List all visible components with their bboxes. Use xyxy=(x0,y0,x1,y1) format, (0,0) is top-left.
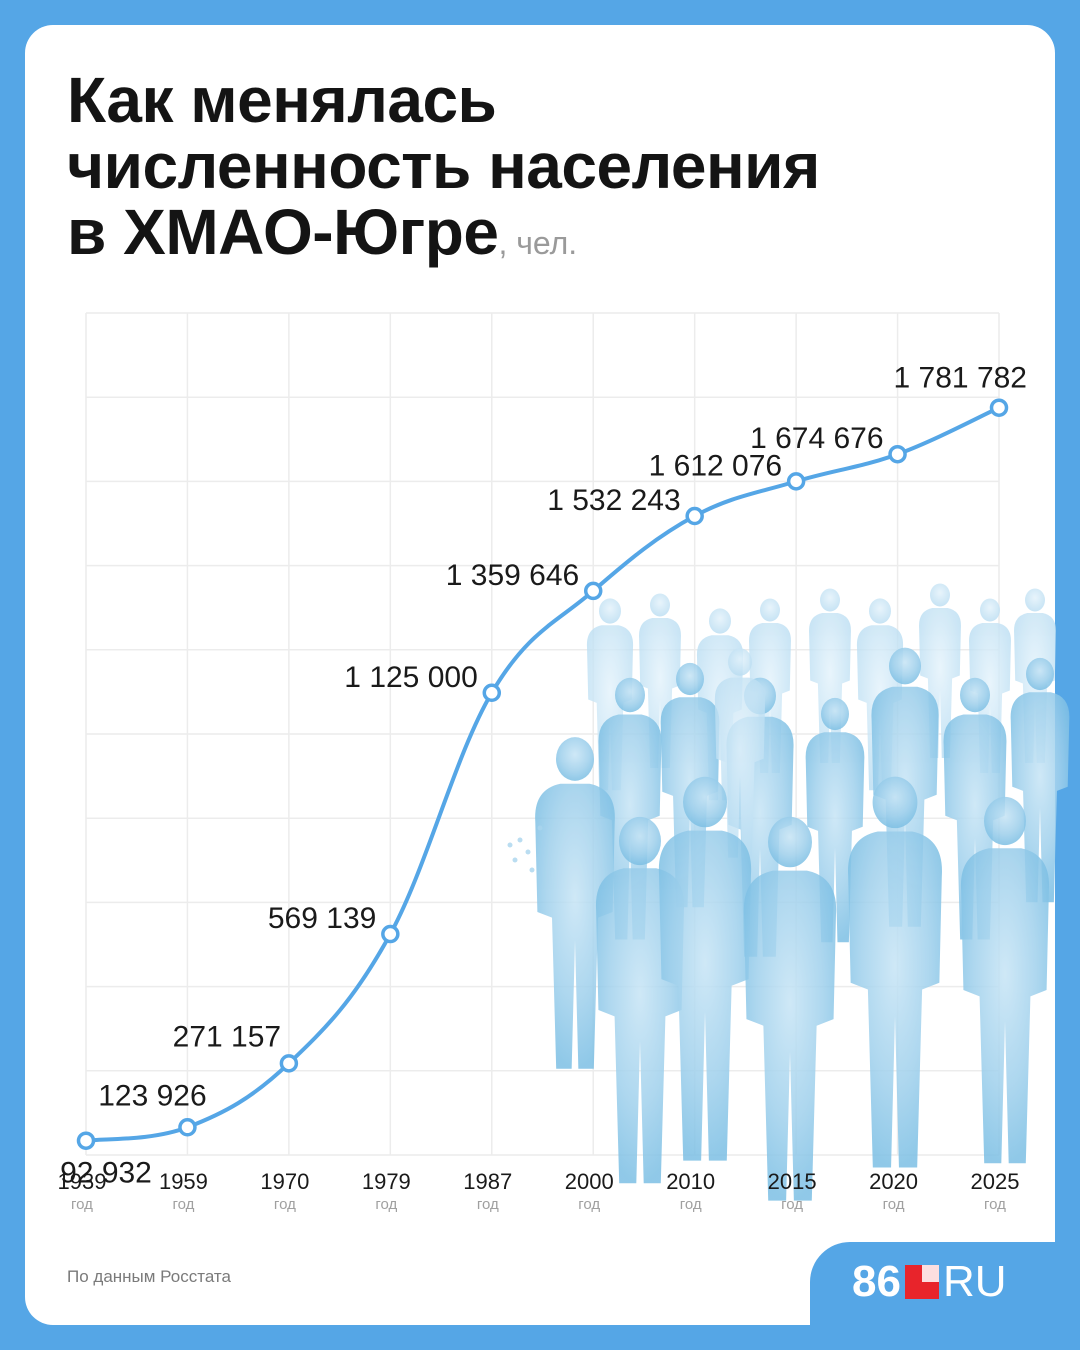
data-point-2015 xyxy=(786,472,806,491)
x-tick-1939: 1939 xyxy=(58,1169,107,1194)
logo-tab xyxy=(810,1242,1080,1350)
x-tick-1979: 1979 xyxy=(362,1169,411,1194)
x-tick-2010: 2010 xyxy=(666,1169,715,1194)
paint-speckle xyxy=(512,857,518,863)
data-label-1959: 123 926 xyxy=(98,1079,206,1112)
x-tick-2020: 2020 xyxy=(869,1169,918,1194)
x-tick-unit: год xyxy=(680,1196,702,1213)
x-tick-unit: год xyxy=(375,1196,397,1213)
data-point-1987 xyxy=(482,683,502,703)
data-label-2000: 1 359 646 xyxy=(446,559,579,592)
data-point-1939 xyxy=(76,1131,96,1150)
logo-number: 86 xyxy=(852,1257,901,1306)
data-label-1939: 92 932 xyxy=(60,1157,152,1190)
paint-speckle xyxy=(517,837,523,843)
paint-speckle xyxy=(537,825,543,831)
x-tick-2025: 2025 xyxy=(971,1169,1020,1194)
paint-speckle xyxy=(507,842,513,848)
data-labels: 92 932 123 926 271 157 569 139 1 125 000 1 35… xyxy=(60,362,1027,1190)
person-silhouette xyxy=(535,737,615,1069)
x-tick-1987: 1987 xyxy=(463,1169,512,1194)
x-tick-1959: 1959 xyxy=(159,1169,208,1194)
data-label-2020: 1 674 676 xyxy=(750,422,883,455)
data-label-2025: 1 781 782 xyxy=(894,362,1027,395)
x-axis-labels: 1939 год 1959 год 1970 год 1979 год 1987 год 2000 г… xyxy=(58,1169,1020,1213)
data-point-2010 xyxy=(685,506,704,526)
data-label-1987: 1 125 000 xyxy=(344,661,477,694)
x-tick-2015: 2015 xyxy=(768,1169,817,1194)
x-tick-unit: год xyxy=(578,1196,600,1213)
population-series-line xyxy=(84,405,1001,1143)
data-point-1979 xyxy=(381,924,400,944)
title-unit: , чел. xyxy=(498,225,578,261)
brand-logo[interactable]: 86 RU xyxy=(852,1257,1007,1307)
title-line-3: в ХМАО-Югре, чел. xyxy=(67,199,967,276)
crowd-illustration xyxy=(507,583,1070,1201)
paint-speckle xyxy=(529,867,535,873)
data-point-2025 xyxy=(989,398,1009,417)
data-point-1959 xyxy=(178,1118,197,1137)
logo-square-icon xyxy=(904,1265,939,1299)
x-tick-unit: год xyxy=(984,1196,1006,1213)
source-note: По данным Росстата xyxy=(67,1267,231,1286)
person-silhouette xyxy=(960,796,1050,1164)
data-label-2015: 1 612 076 xyxy=(649,449,782,482)
x-tick-unit: год xyxy=(781,1196,803,1213)
title-line-3-text: в ХМАО-Югре xyxy=(67,196,499,268)
x-tick-2000: 2000 xyxy=(565,1169,614,1194)
logo-suffix: RU xyxy=(942,1257,1007,1306)
person-silhouette xyxy=(658,776,752,1161)
data-point-2020 xyxy=(888,444,907,464)
person-silhouette xyxy=(714,648,766,858)
data-label-1979: 569 139 xyxy=(268,902,376,935)
x-tick-unit: год xyxy=(274,1196,296,1213)
x-tick-unit: год xyxy=(71,1196,93,1213)
series-line xyxy=(84,405,1001,1143)
data-point-2000 xyxy=(583,581,603,601)
data-label-2010: 1 532 243 xyxy=(547,484,680,517)
x-tick-1970: 1970 xyxy=(260,1169,309,1194)
paint-speckle xyxy=(525,849,531,855)
x-tick-unit: год xyxy=(477,1196,499,1213)
x-tick-unit: год xyxy=(883,1196,905,1213)
person-silhouette xyxy=(848,776,942,1168)
data-label-1970: 271 157 xyxy=(173,1020,281,1053)
person-silhouette xyxy=(743,816,837,1201)
data-points xyxy=(76,398,1009,1150)
title-line-1: Как менялась xyxy=(67,64,497,136)
x-tick-unit: год xyxy=(172,1196,194,1213)
chart-title: Как менялась численность населения в ХМА… xyxy=(67,67,967,276)
title-line-2: численность населения xyxy=(67,130,820,202)
data-point-1970 xyxy=(279,1054,299,1073)
